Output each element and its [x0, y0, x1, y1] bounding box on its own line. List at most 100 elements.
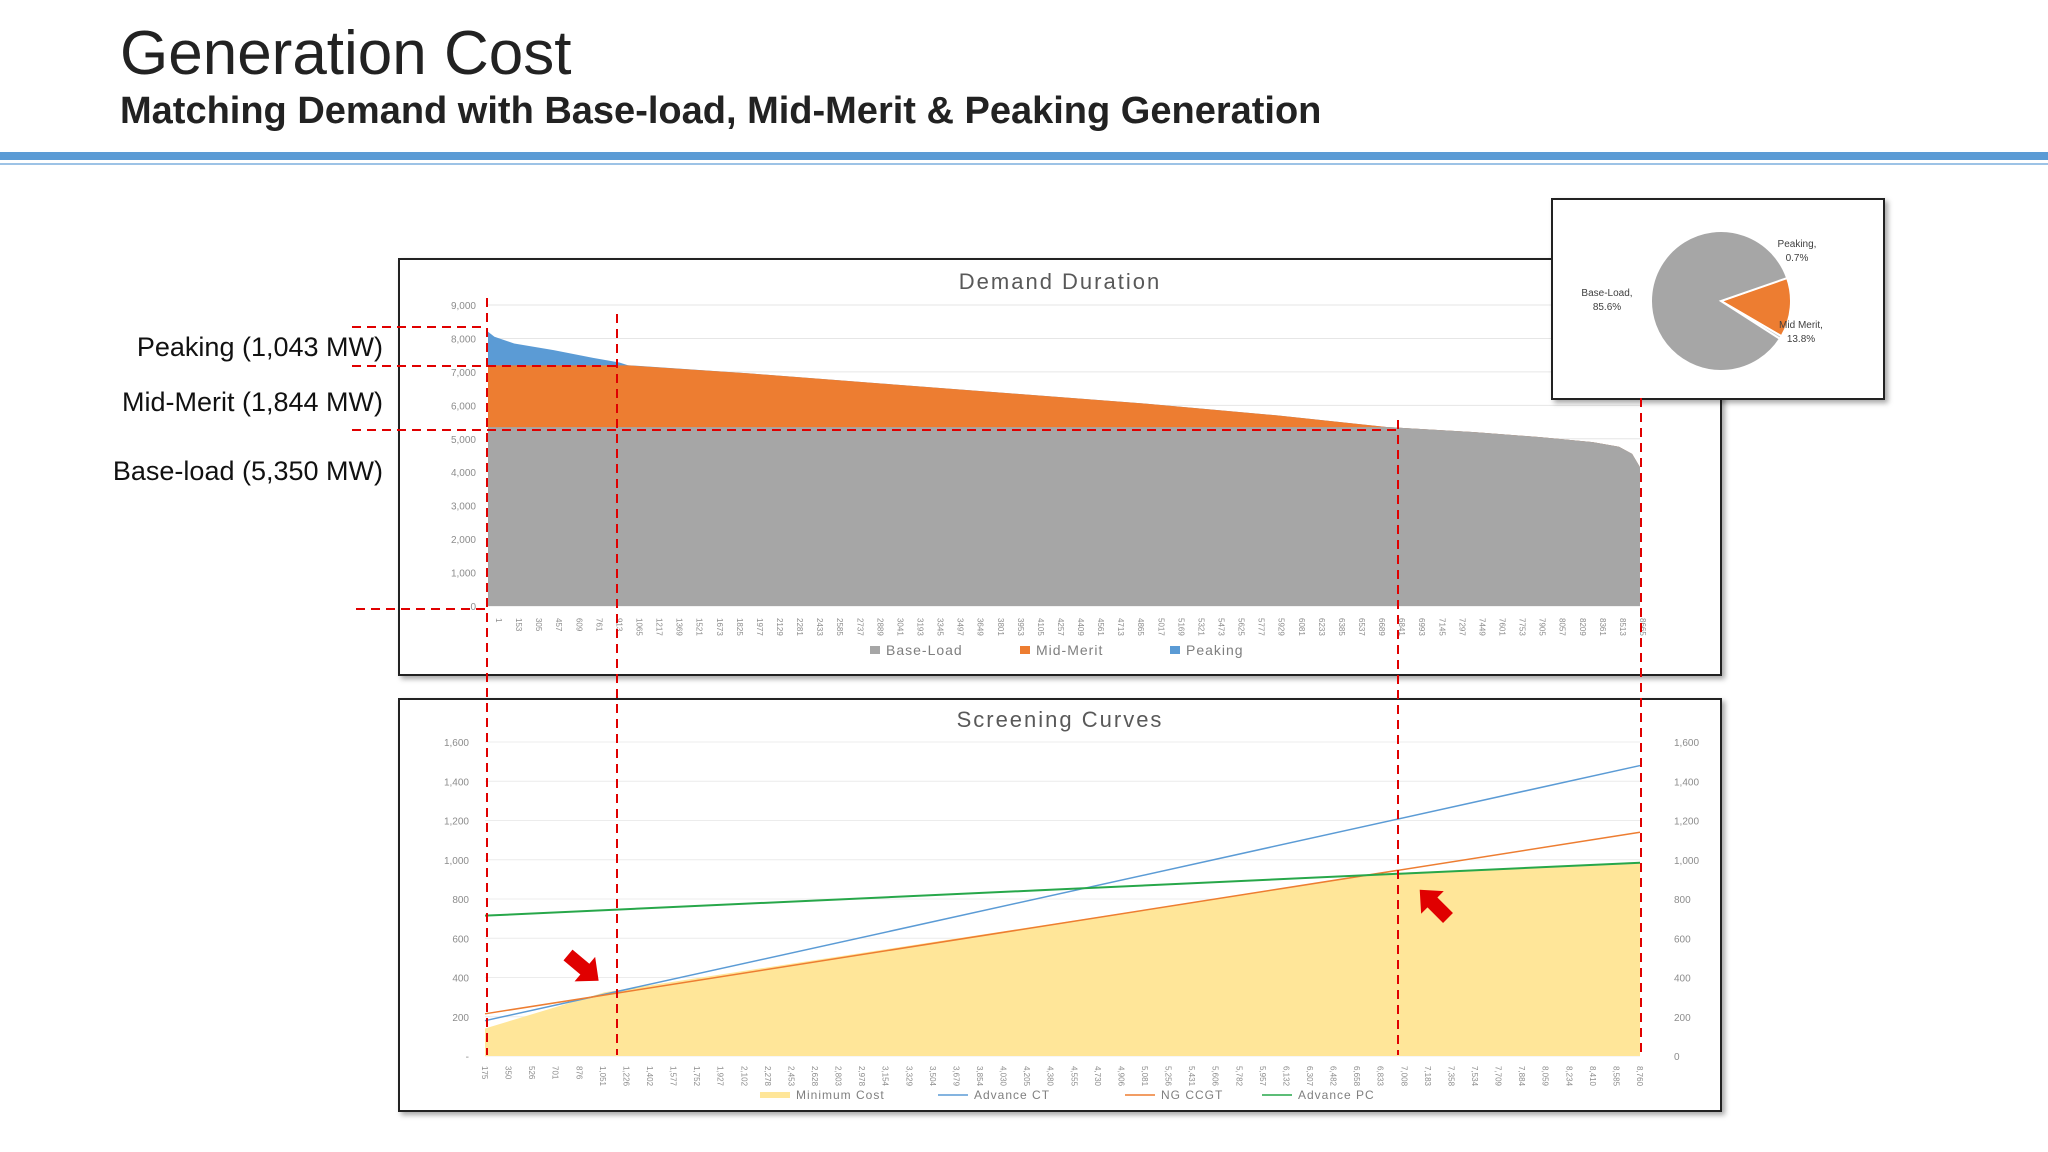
dd-x-tick: 1521: [695, 618, 704, 636]
dd-x-tick: 5777: [1257, 618, 1266, 636]
pie-value-label: 85.6%: [1593, 302, 1621, 313]
sc-y-tick-right: 0: [1674, 1052, 1680, 1063]
sc-x-tick: 6,132: [1281, 1066, 1290, 1087]
demand-duration-chart: Demand Duration 0 1,000 2,000 3,000 4,000 5,0…: [451, 269, 1647, 658]
sc-x-tick: 5,957: [1258, 1066, 1267, 1087]
sc-y-tick-left: 600: [452, 934, 469, 945]
dd-x-tick: 3953: [1016, 618, 1025, 636]
dd-y-tick: 3,000: [451, 502, 476, 513]
sc-x-tick: 7,709: [1494, 1066, 1503, 1087]
dd-x-tick: 3801: [996, 618, 1005, 636]
sc-x-tick: 6,658: [1352, 1066, 1361, 1087]
dd-x-tick: 3649: [976, 618, 985, 636]
sc-x-tick: 2,102: [739, 1066, 748, 1087]
dd-x-tick: 761: [594, 618, 603, 632]
sc-y-tick-right: 600: [1674, 934, 1691, 945]
header-rule-thin: [0, 163, 2048, 165]
dd-x-tick: 457: [554, 618, 563, 632]
dd-x-tick: 5929: [1277, 618, 1286, 636]
dd-legend-swatch: [870, 646, 880, 654]
pie-label: Peaking,: [1778, 239, 1817, 250]
screening-curves-panel: Screening Curves - 0 200 200 400 400 600 600 800…: [398, 698, 1722, 1112]
dd-x-tick: 1217: [655, 618, 664, 636]
dd-x-tick: 913: [614, 618, 623, 632]
peaking-label: Peaking (1,043 MW): [136, 332, 383, 362]
dd-x-tick: 7601: [1498, 618, 1507, 636]
sc-x-tick: 2,278: [763, 1066, 772, 1087]
advance-pc-line: [484, 861, 1641, 917]
sc-x-tick: 1,752: [692, 1066, 701, 1087]
dd-x-tick: 6233: [1317, 618, 1326, 636]
dd-x-tick: 4105: [1036, 618, 1045, 636]
sc-y-tick-right: 1,400: [1674, 777, 1699, 788]
share-pie-chart: Base-Load, 85.6% Mid Merit, 13.8% Peaking, 0.…: [1581, 230, 1823, 372]
dd-x-tick: 5017: [1156, 618, 1165, 636]
sc-x-tick: 5,782: [1234, 1066, 1243, 1087]
sc-x-tick: 2,628: [810, 1066, 819, 1087]
dd-x-tick: 609: [574, 618, 583, 632]
sc-x-tick: 3,329: [904, 1066, 913, 1087]
dd-legend-swatch: [1170, 646, 1180, 654]
dd-x-tick: 3041: [895, 618, 904, 636]
pie-value-label: 0.7%: [1786, 253, 1809, 264]
dd-x-tick: 4409: [1076, 618, 1085, 636]
sc-y-tick-right: 800: [1674, 895, 1691, 906]
dd-y-tick: 9,000: [451, 301, 476, 312]
sc-x-tick: 3,504: [928, 1066, 937, 1087]
sc-legend-label: Advance CT: [974, 1088, 1050, 1102]
dd-x-tick: 4713: [1116, 618, 1125, 636]
sc-x-tick: 2,978: [857, 1066, 866, 1087]
pie-label: Mid Merit,: [1779, 320, 1823, 331]
sc-x-tick: 5,081: [1140, 1066, 1149, 1087]
sc-x-tick: 1,577: [669, 1066, 678, 1087]
dd-x-tick: 2129: [775, 618, 784, 636]
sc-x-tick: 4,380: [1046, 1066, 1055, 1087]
dd-x-tick: 7145: [1437, 618, 1446, 636]
sc-x-tick: 1,051: [598, 1066, 607, 1087]
sc-x-tick: 876: [574, 1066, 583, 1080]
sc-x-tick: 7,183: [1423, 1066, 1432, 1087]
dd-x-tick: 1977: [755, 618, 764, 636]
sc-y-tick-left: -: [466, 1052, 469, 1063]
dd-x-tick: 5169: [1176, 618, 1185, 636]
sc-y-tick-right: 400: [1674, 974, 1691, 985]
sc-x-tick: 3,854: [975, 1066, 984, 1087]
sc-y-tick-left: 400: [452, 974, 469, 985]
arrow-icon: [563, 949, 599, 982]
sc-x-tick: 5,431: [1187, 1066, 1196, 1087]
dd-y-tick: 2,000: [451, 535, 476, 546]
sc-x-tick: 5,606: [1211, 1066, 1220, 1087]
dd-y-tick: 7,000: [451, 368, 476, 379]
dd-legend-swatch: [1020, 646, 1030, 654]
dd-x-tick: 8361: [1598, 618, 1607, 636]
sc-y-tick-left: 800: [452, 895, 469, 906]
dd-legend-label: Peaking: [1186, 642, 1244, 658]
sc-x-tick: 6,482: [1329, 1066, 1338, 1087]
dd-x-tick: 7753: [1518, 618, 1527, 636]
sc-x-tick: 175: [480, 1066, 489, 1080]
screening-curves-legend: Minimum Cost Advance CT NG CCGT Advance PC: [760, 1088, 1374, 1102]
demand-duration-legend: Base-Load Mid-Merit Peaking: [870, 642, 1244, 658]
minimum-cost-area: [485, 862, 1640, 1056]
sc-x-tick: 8,760: [1635, 1066, 1644, 1087]
sc-legend-label: Minimum Cost: [796, 1088, 885, 1102]
sc-x-tick: 7,008: [1399, 1066, 1408, 1087]
dd-x-tick: 8665: [1638, 618, 1647, 636]
dd-legend-label: Mid-Merit: [1036, 642, 1103, 658]
dd-x-tick: 4561: [1096, 618, 1105, 636]
sc-x-tick: 701: [551, 1066, 560, 1080]
sc-x-tick: 4,555: [1069, 1066, 1078, 1087]
sc-x-tick: 1,226: [621, 1066, 630, 1087]
sc-x-tick: 5,256: [1164, 1066, 1173, 1087]
dd-x-tick: 4257: [1056, 618, 1065, 636]
dd-x-tick: 4865: [1136, 618, 1145, 636]
sc-x-tick: 4,730: [1093, 1066, 1102, 1087]
sc-x-tick: 6,307: [1305, 1066, 1314, 1087]
advance-ct-line: [484, 764, 1641, 1022]
sc-x-tick: 6,833: [1376, 1066, 1385, 1087]
dd-y-tick: 6,000: [451, 401, 476, 412]
sc-x-tick: 8,410: [1588, 1066, 1597, 1087]
dd-x-tick: 3345: [936, 618, 945, 636]
dd-x-tick: 1065: [634, 618, 643, 636]
pie-slice: [1650, 230, 1789, 372]
